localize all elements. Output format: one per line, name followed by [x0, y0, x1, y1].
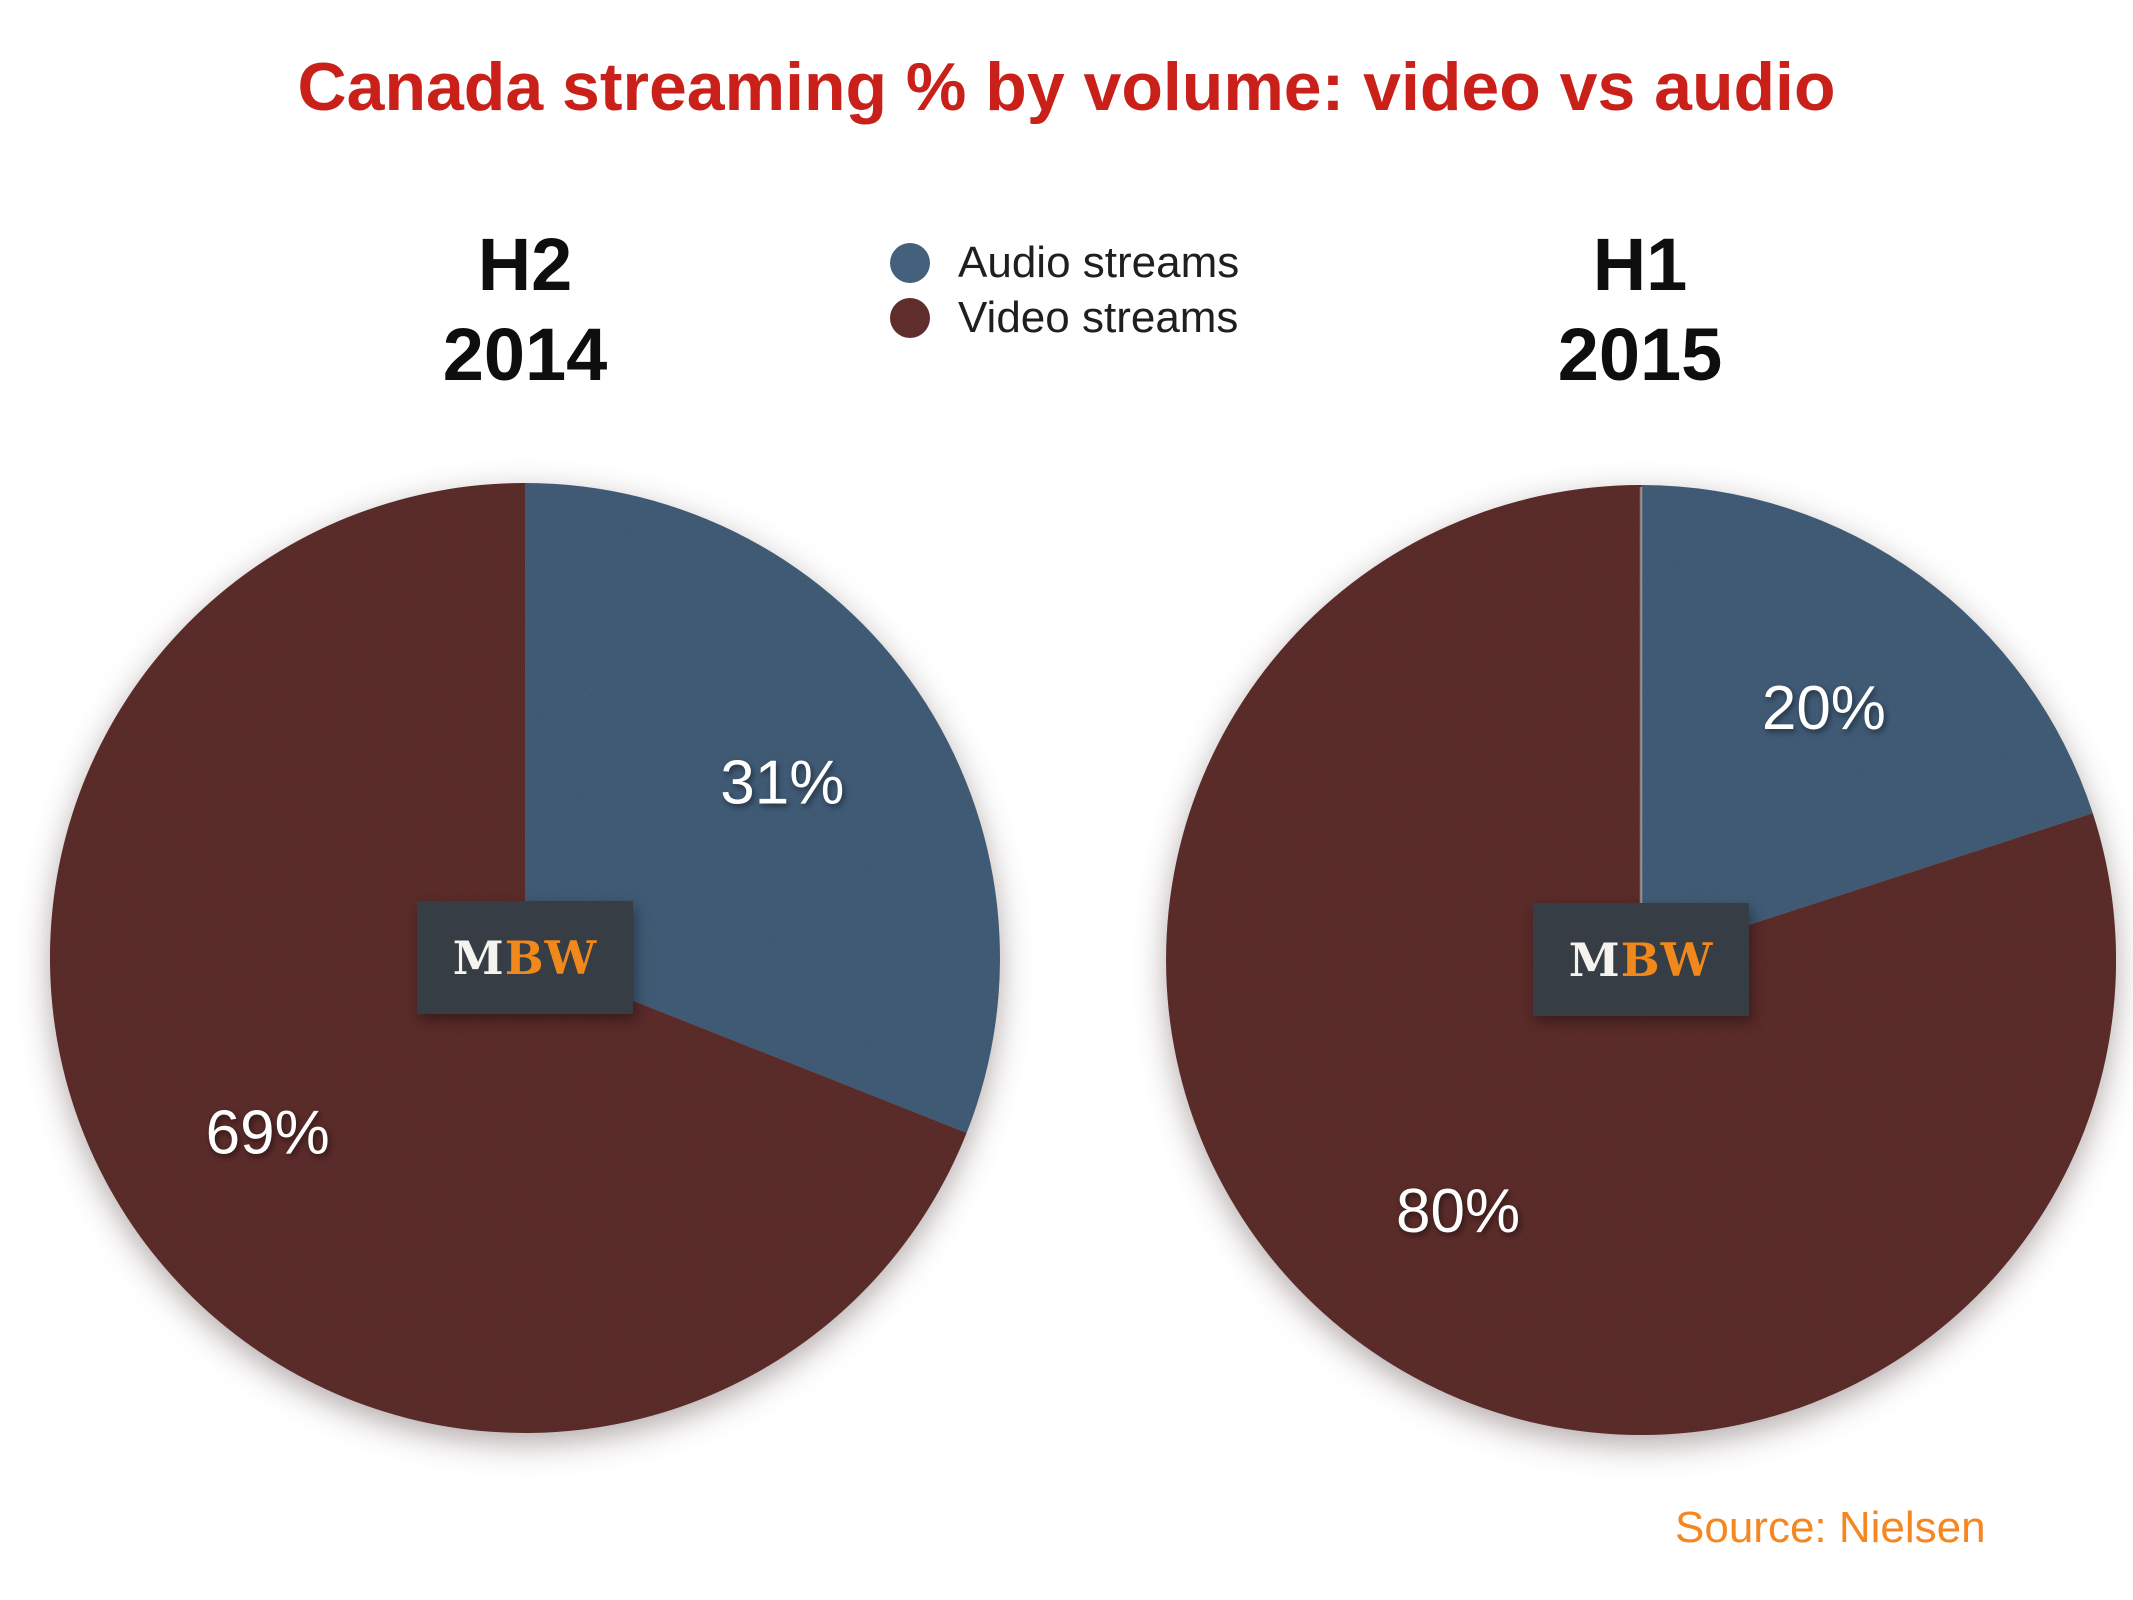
mbw-logo-m: M [1568, 932, 1621, 987]
video-streams-swatch-icon [890, 297, 930, 338]
pie-header-h1-2015: H1 2015 [1390, 220, 1890, 401]
pie-value-label: 31% [720, 749, 844, 818]
mbw-logo-m: M [452, 930, 505, 985]
pie-header-line-year: 2015 [1557, 313, 1723, 397]
legend-item-audio-streams: Audio streams [890, 237, 1240, 287]
legend-item-video-streams: Video streams [890, 292, 1239, 342]
pie-value-label: 69% [206, 1098, 330, 1167]
mbw-logo: M BW [1533, 903, 1749, 1016]
pie-value-label: 20% [1762, 674, 1886, 743]
mbw-logo: M BW [417, 901, 633, 1014]
pie-header-line-period: H2 [477, 223, 573, 306]
legend-label-video-streams: Video streams [958, 292, 1239, 342]
mbw-logo-bw: BW [1620, 932, 1714, 987]
pie-header-line-year: 2014 [442, 313, 608, 397]
source-credit: Source: Nielsen [1675, 1503, 1986, 1552]
legend: Audio streams Video streams [890, 237, 1240, 342]
pie-header-line-period: H1 [1592, 223, 1688, 306]
pie-value-label: 80% [1396, 1177, 1520, 1246]
mbw-logo-bw: BW [504, 930, 598, 985]
audio-streams-swatch-icon [890, 242, 930, 283]
pie-header-h2-2014: H2 2014 [275, 220, 775, 401]
chart-title: Canada streaming % by volume: video vs a… [297, 49, 1836, 125]
legend-label-audio-streams: Audio streams [958, 237, 1240, 287]
